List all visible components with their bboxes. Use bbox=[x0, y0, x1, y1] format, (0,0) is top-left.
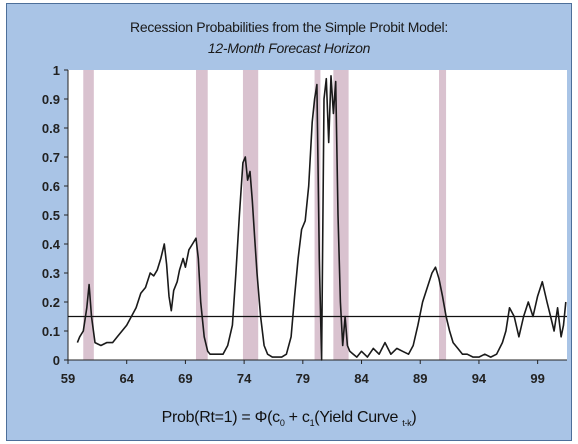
y-tick-label: 1 bbox=[53, 63, 60, 78]
x-tick-label: 59 bbox=[61, 371, 75, 386]
x-tick-label: 69 bbox=[178, 371, 192, 386]
recession-band bbox=[195, 70, 208, 360]
x-tick-label: 94 bbox=[472, 371, 487, 386]
chart-subtitle: 12-Month Forecast Horizon bbox=[207, 40, 371, 56]
y-tick-label: 0.3 bbox=[42, 266, 60, 281]
y-tick-label: 0.9 bbox=[42, 92, 60, 107]
probability-series-line bbox=[76, 75, 567, 361]
y-tick-label: 0 bbox=[53, 353, 60, 368]
y-tick-label: 0.8 bbox=[42, 121, 60, 136]
y-tick-label: 0.5 bbox=[42, 208, 60, 223]
y-tick-label: 0.4 bbox=[42, 237, 61, 252]
chart-title: Recession Probabilities from the Simple … bbox=[130, 19, 448, 35]
x-tick-label: 89 bbox=[413, 371, 427, 386]
recession-band bbox=[83, 70, 94, 360]
y-tick-label: 0.2 bbox=[42, 295, 60, 310]
x-tick-label: 64 bbox=[119, 371, 134, 386]
x-tick-label: 84 bbox=[354, 371, 369, 386]
x-axis-formula: Prob(Rt=1) = Φ(c0 + c1(Yield Curve t-k) bbox=[161, 409, 417, 429]
x-tick-label: 74 bbox=[237, 371, 252, 386]
x-tick-label: 99 bbox=[530, 371, 544, 386]
y-tick-label: 0.6 bbox=[42, 179, 60, 194]
recession-band bbox=[242, 70, 259, 360]
x-tick-label: 79 bbox=[296, 371, 310, 386]
recession-band bbox=[439, 70, 447, 360]
y-tick-label: 0.7 bbox=[42, 150, 60, 165]
y-tick-label: 0.1 bbox=[42, 324, 60, 339]
recession-band bbox=[314, 70, 321, 360]
